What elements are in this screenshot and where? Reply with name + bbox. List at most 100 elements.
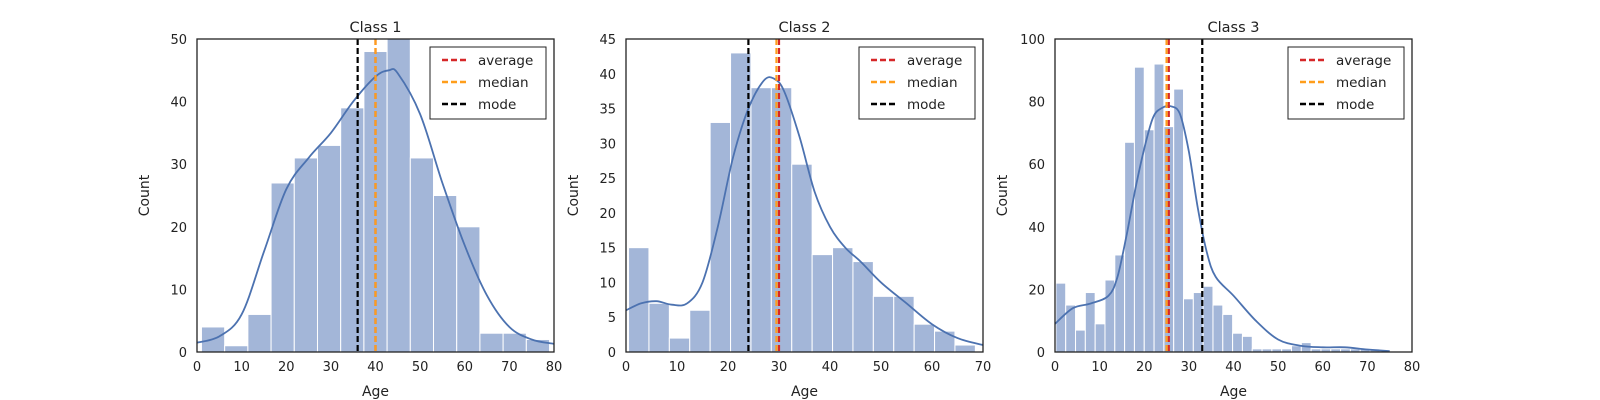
y-tick-label: 5 xyxy=(608,311,616,326)
x-tick-label: 20 xyxy=(278,360,295,375)
histogram-bar xyxy=(479,332,504,352)
panel-title: Class 2 xyxy=(779,20,831,36)
y-tick-label: 0 xyxy=(608,346,616,361)
histogram-bar xyxy=(409,157,435,352)
legend-label-mode: mode xyxy=(907,97,945,113)
histogram-bar xyxy=(709,121,732,352)
histogram-bar xyxy=(433,195,458,352)
panel-3: 0 10 20 30 40 50 60 70 80 0 20 40 60 80 100 Class 3 Age C… xyxy=(995,20,1420,400)
x-tick-label: 50 xyxy=(1270,360,1287,375)
x-tick-label: 0 xyxy=(622,360,630,375)
axes-frame xyxy=(196,38,555,353)
x-tick-label: 0 xyxy=(1051,360,1059,375)
histogram-bar xyxy=(1222,313,1234,352)
histogram-bar xyxy=(1133,66,1145,352)
histogram-bar xyxy=(648,302,670,352)
x-tick-label: 60 xyxy=(924,360,941,375)
axes-frame xyxy=(625,38,984,353)
legend-label-average: average xyxy=(478,53,533,69)
kde-curve xyxy=(1055,104,1390,352)
y-tick-label: 25 xyxy=(599,172,616,187)
plot-area xyxy=(626,39,983,352)
kde-curve xyxy=(197,68,554,345)
y-tick-label: 40 xyxy=(599,68,616,83)
x-axis-label: Age xyxy=(791,384,818,400)
histogram-bar xyxy=(1291,345,1302,352)
histogram-bar xyxy=(770,87,793,352)
histogram-bar xyxy=(1173,88,1185,352)
x-tick-label: 30 xyxy=(1181,360,1198,375)
panel-title: Class 3 xyxy=(1208,20,1260,36)
y-tick-label: 30 xyxy=(170,158,187,173)
y-tick-label: 20 xyxy=(170,221,187,236)
histogram-bar xyxy=(316,144,342,352)
histogram-bar xyxy=(668,337,691,352)
legend-label-mode: mode xyxy=(1336,97,1374,113)
x-tick-label: 80 xyxy=(546,360,563,375)
x-tick-label: 50 xyxy=(412,360,429,375)
histogram-bar xyxy=(1084,292,1096,352)
x-tick-label: 40 xyxy=(367,360,384,375)
legend-label-median: median xyxy=(1336,75,1387,91)
y-tick-label: 15 xyxy=(599,242,616,257)
histogram-bar xyxy=(811,254,834,352)
x-tick-label: 10 xyxy=(233,360,250,375)
legend-box xyxy=(1287,46,1405,120)
y-tick-label: 0 xyxy=(1037,346,1045,361)
y-tick-label: 20 xyxy=(1028,283,1045,298)
histogram-bar xyxy=(1124,141,1135,352)
x-axis-label: Age xyxy=(1220,384,1247,400)
histogram-bar xyxy=(224,345,249,352)
histogram-bar xyxy=(1075,329,1086,352)
histogram-bar xyxy=(1094,323,1106,352)
histogram-bar xyxy=(1212,304,1224,352)
histogram-bar xyxy=(1202,285,1214,352)
y-tick-label: 35 xyxy=(599,103,616,118)
y-tick-label: 40 xyxy=(1028,221,1045,236)
histogram-bar xyxy=(934,330,956,352)
histogram-bar xyxy=(791,163,813,352)
histogram-bar xyxy=(689,309,711,352)
histogram-bar xyxy=(628,247,650,352)
histogram-bar xyxy=(293,157,318,352)
y-tick-label: 50 xyxy=(170,33,187,48)
legend-label-median: median xyxy=(907,75,958,91)
histogram-bar xyxy=(1183,298,1194,352)
x-tick-label: 70 xyxy=(975,360,992,375)
x-tick-label: 0 xyxy=(193,360,201,375)
x-tick-label: 10 xyxy=(1091,360,1108,375)
histogram-bar xyxy=(954,344,976,352)
x-tick-label: 70 xyxy=(1359,360,1376,375)
histogram-bar xyxy=(913,323,936,352)
x-tick-label: 10 xyxy=(669,360,686,375)
legend: average median mode xyxy=(858,46,976,120)
panel-2: 0 10 20 30 40 50 60 70 0 5 10 15 20 25 30 35 40 45 Class 2… xyxy=(566,20,991,400)
legend-box xyxy=(429,46,547,120)
histogram-bar xyxy=(893,295,915,352)
y-tick-label: 100 xyxy=(1020,33,1045,48)
y-tick-label: 20 xyxy=(599,207,616,222)
histogram-bar xyxy=(1143,129,1155,352)
y-tick-label: 80 xyxy=(1028,96,1045,111)
y-tick-label: 30 xyxy=(599,137,616,152)
histogram-bar xyxy=(872,295,895,352)
legend-box xyxy=(858,46,976,120)
histogram-bar xyxy=(1232,332,1243,352)
histogram-bar xyxy=(247,313,272,352)
x-tick-label: 20 xyxy=(720,360,737,375)
x-tick-label: 60 xyxy=(456,360,473,375)
legend: average median mode xyxy=(429,46,547,120)
legend-label-average: average xyxy=(1336,53,1391,69)
y-tick-label: 60 xyxy=(1028,158,1045,173)
x-axis-label: Age xyxy=(362,384,389,400)
y-tick-label: 40 xyxy=(170,96,187,111)
x-tick-label: 30 xyxy=(771,360,788,375)
plot-area xyxy=(197,39,554,352)
x-tick-label: 50 xyxy=(873,360,890,375)
histogram-bar xyxy=(456,226,481,352)
histogram-bar xyxy=(832,247,854,352)
x-tick-label: 80 xyxy=(1404,360,1421,375)
histogram-bar xyxy=(852,261,874,352)
histogram-bar xyxy=(340,107,365,352)
